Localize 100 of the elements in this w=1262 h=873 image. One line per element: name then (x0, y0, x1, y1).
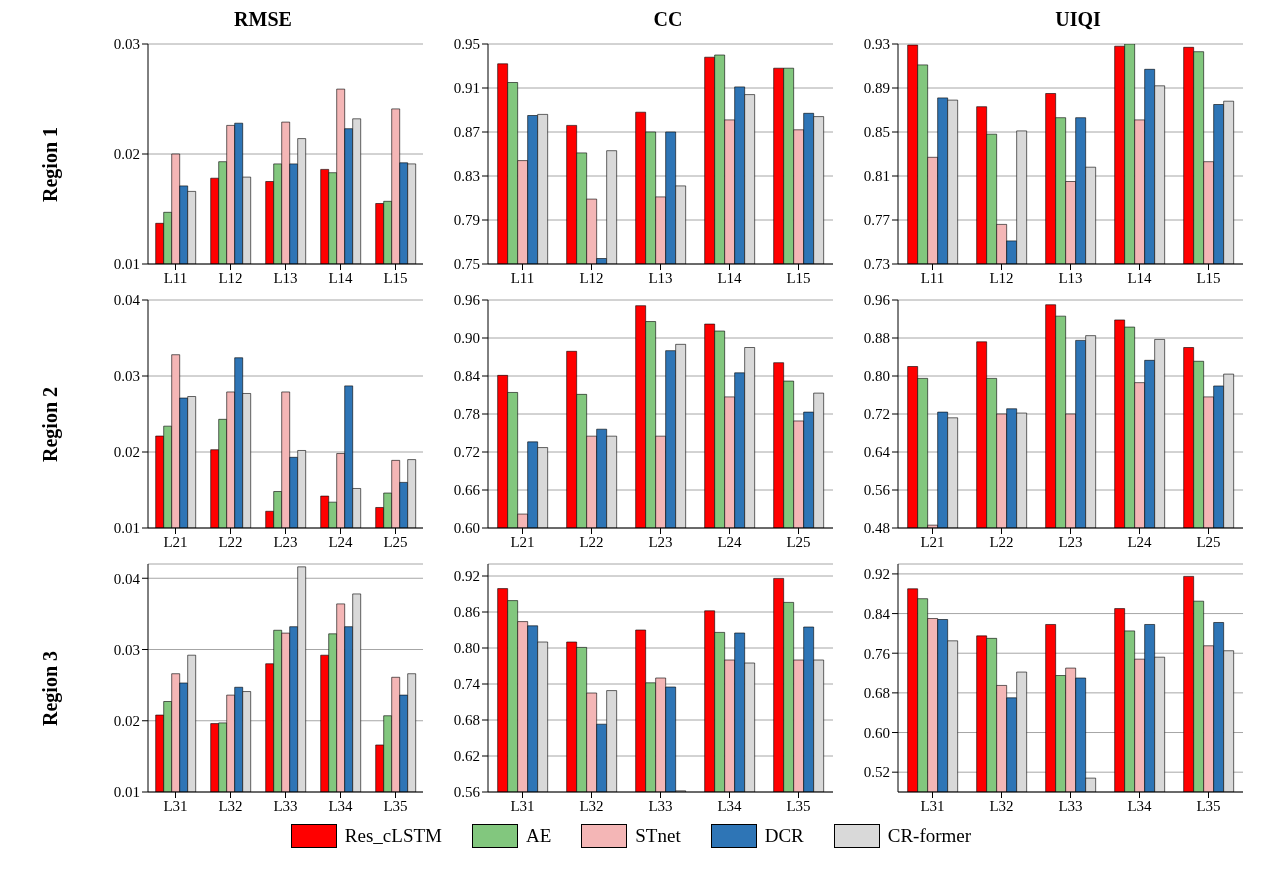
y-tick-label: 0.02 (113, 146, 140, 163)
y-tick-label: 0.77 (863, 212, 891, 229)
x-tick-label: L21 (163, 533, 188, 550)
x-tick-label: L11 (163, 269, 188, 286)
x-tick-label: L14 (1127, 269, 1153, 286)
y-tick-label: 0.73 (863, 256, 890, 273)
y-tick-label: 0.56 (453, 784, 481, 801)
x-tick-label: L31 (510, 797, 535, 814)
y-tick-label: 0.48 (863, 520, 890, 537)
y-tick-label: 0.62 (453, 748, 480, 765)
y-tick-label: 0.60 (863, 724, 890, 741)
x-tick-label: L25 (786, 533, 811, 550)
y-tick-label: 0.01 (113, 520, 140, 537)
x-tick-label: L23 (273, 533, 298, 550)
y-tick-label: 0.03 (113, 641, 140, 658)
y-tick-label: 0.88 (863, 330, 890, 347)
y-tick-label: 0.72 (863, 406, 890, 423)
chart-title: UIQI (1054, 8, 1102, 32)
y-tick-label: 0.64 (863, 444, 891, 461)
chart-title: RMSE (233, 8, 293, 32)
legend-label: Res_cLSTM (344, 825, 442, 847)
legend-label: CR-former (887, 825, 972, 847)
x-tick-label: L31 (163, 797, 188, 814)
y-axis-title: Region 1 (39, 126, 62, 202)
y-tick-label: 0.79 (453, 212, 480, 229)
y-tick-label: 0.89 (863, 80, 890, 97)
x-tick-label: L15 (786, 269, 811, 286)
x-tick-label: L12 (218, 269, 243, 286)
y-tick-label: 0.95 (453, 36, 480, 53)
x-tick-label: L23 (1058, 533, 1083, 550)
y-tick-label: 0.78 (453, 406, 480, 423)
x-tick-label: L32 (579, 797, 604, 814)
y-tick-label: 0.68 (863, 685, 890, 702)
x-tick-label: L21 (920, 533, 945, 550)
y-tick-label: 0.83 (453, 168, 480, 185)
y-tick-label: 0.04 (113, 292, 141, 309)
x-tick-label: L22 (218, 533, 243, 550)
x-tick-label: L12 (989, 269, 1014, 286)
x-tick-label: L21 (510, 533, 535, 550)
y-tick-label: 0.85 (863, 124, 890, 141)
legend-label: STnet (635, 825, 681, 847)
x-tick-label: L35 (1196, 797, 1221, 814)
y-tick-label: 0.74 (453, 676, 481, 693)
y-tick-label: 0.56 (863, 482, 891, 499)
x-tick-label: L11 (510, 269, 535, 286)
x-tick-label: L12 (579, 269, 604, 286)
y-tick-label: 0.03 (113, 368, 140, 385)
x-tick-label: L33 (648, 797, 673, 814)
x-tick-label: L24 (328, 533, 354, 550)
x-tick-label: L24 (717, 533, 743, 550)
chart-title: CC (652, 8, 684, 32)
x-tick-label: L31 (920, 797, 945, 814)
legend-label: AE (525, 825, 552, 847)
y-tick-label: 0.84 (453, 368, 481, 385)
y-tick-label: 0.96 (863, 292, 891, 309)
x-tick-label: L34 (1127, 797, 1153, 814)
y-tick-label: 0.80 (863, 368, 890, 385)
y-tick-label: 0.03 (113, 36, 140, 53)
y-tick-label: 0.90 (453, 330, 480, 347)
y-tick-label: 0.93 (863, 36, 890, 53)
y-tick-label: 0.87 (453, 124, 481, 141)
y-tick-label: 0.68 (453, 712, 480, 729)
y-tick-label: 0.96 (453, 292, 481, 309)
x-tick-label: L34 (328, 797, 354, 814)
x-tick-label: L15 (383, 269, 408, 286)
x-tick-label: L13 (273, 269, 298, 286)
y-tick-label: 0.76 (863, 645, 891, 662)
x-tick-label: L13 (648, 269, 673, 286)
y-tick-label: 0.52 (863, 764, 890, 781)
x-tick-label: L33 (273, 797, 298, 814)
x-tick-label: L35 (786, 797, 811, 814)
legend-label: DCR (764, 825, 804, 847)
y-tick-label: 0.81 (863, 168, 890, 185)
x-tick-label: L22 (989, 533, 1014, 550)
y-tick-label: 0.75 (453, 256, 480, 273)
y-tick-label: 0.92 (453, 568, 480, 585)
x-tick-label: L33 (1058, 797, 1083, 814)
x-tick-label: L24 (1127, 533, 1153, 550)
x-tick-label: L32 (989, 797, 1014, 814)
x-tick-label: L25 (383, 533, 408, 550)
y-tick-label: 0.84 (863, 605, 891, 622)
y-tick-label: 0.60 (453, 520, 480, 537)
y-tick-label: 0.02 (113, 444, 140, 461)
x-tick-label: L35 (383, 797, 408, 814)
x-tick-label: L23 (648, 533, 673, 550)
x-tick-label: L14 (717, 269, 743, 286)
x-tick-label: L11 (920, 269, 945, 286)
y-tick-label: 0.86 (453, 604, 481, 621)
y-tick-label: 0.02 (113, 713, 140, 730)
y-tick-label: 0.80 (453, 640, 480, 657)
y-tick-label: 0.91 (453, 80, 480, 97)
x-tick-label: L15 (1196, 269, 1221, 286)
y-tick-label: 0.66 (453, 482, 481, 499)
y-axis-title: Region 3 (39, 650, 62, 726)
y-tick-label: 0.72 (453, 444, 480, 461)
y-tick-label: 0.01 (113, 256, 140, 273)
y-axis-title: Region 2 (39, 386, 62, 462)
y-tick-label: 0.04 (113, 570, 141, 587)
x-tick-label: L22 (579, 533, 604, 550)
y-tick-label: 0.92 (863, 566, 890, 583)
